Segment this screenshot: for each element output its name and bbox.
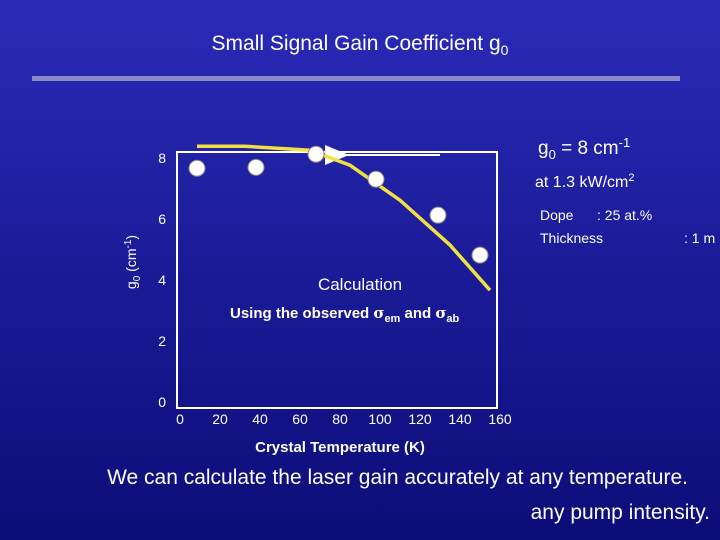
data-point [247,158,265,176]
data-point [429,206,447,224]
x-axis-label: Crystal Temperature (K) [255,439,425,456]
y-tick-label: 0 [158,394,166,410]
note: Using the observed σem and σab [230,304,460,325]
y-tick-label: 2 [158,333,166,349]
y-tick-label: 8 [158,150,166,166]
gain-annotation: g0 = 8 cm-1 [538,135,630,162]
data-point [188,159,206,177]
x-tick-label: 80 [332,411,348,427]
x-tick-label: 0 [176,411,184,427]
dope-label: Dope: 25 at.% [540,207,652,223]
x-tick-label: 160 [488,411,512,427]
series-label: Calculation [318,275,402,294]
data-point [307,145,325,163]
footer-line: any pump intensity. [531,501,710,524]
footer-line: We can calculate the laser gain accurate… [107,466,688,489]
intensity-annotation: at 1.3 kW/cm2 [535,172,634,191]
x-tick-label: 100 [368,411,392,427]
x-tick-label: 40 [252,411,268,427]
y-tick-label: 4 [158,272,166,288]
data-point [471,246,489,264]
x-tick-label: 20 [212,411,228,427]
data-point [367,170,385,188]
title-rule [32,76,680,81]
x-tick-label: 140 [448,411,472,427]
x-tick-label: 120 [408,411,432,427]
plot-frame [176,151,498,409]
y-axis-label: g0 (cm-1) [123,235,143,289]
slide-title: Small Signal Gain Coefficient g0 [212,32,509,58]
x-tick-label: 60 [292,411,308,427]
y-tick-label: 6 [158,211,166,227]
line [197,144,492,292]
thickness-label: Thickness: 1 m [540,230,715,246]
